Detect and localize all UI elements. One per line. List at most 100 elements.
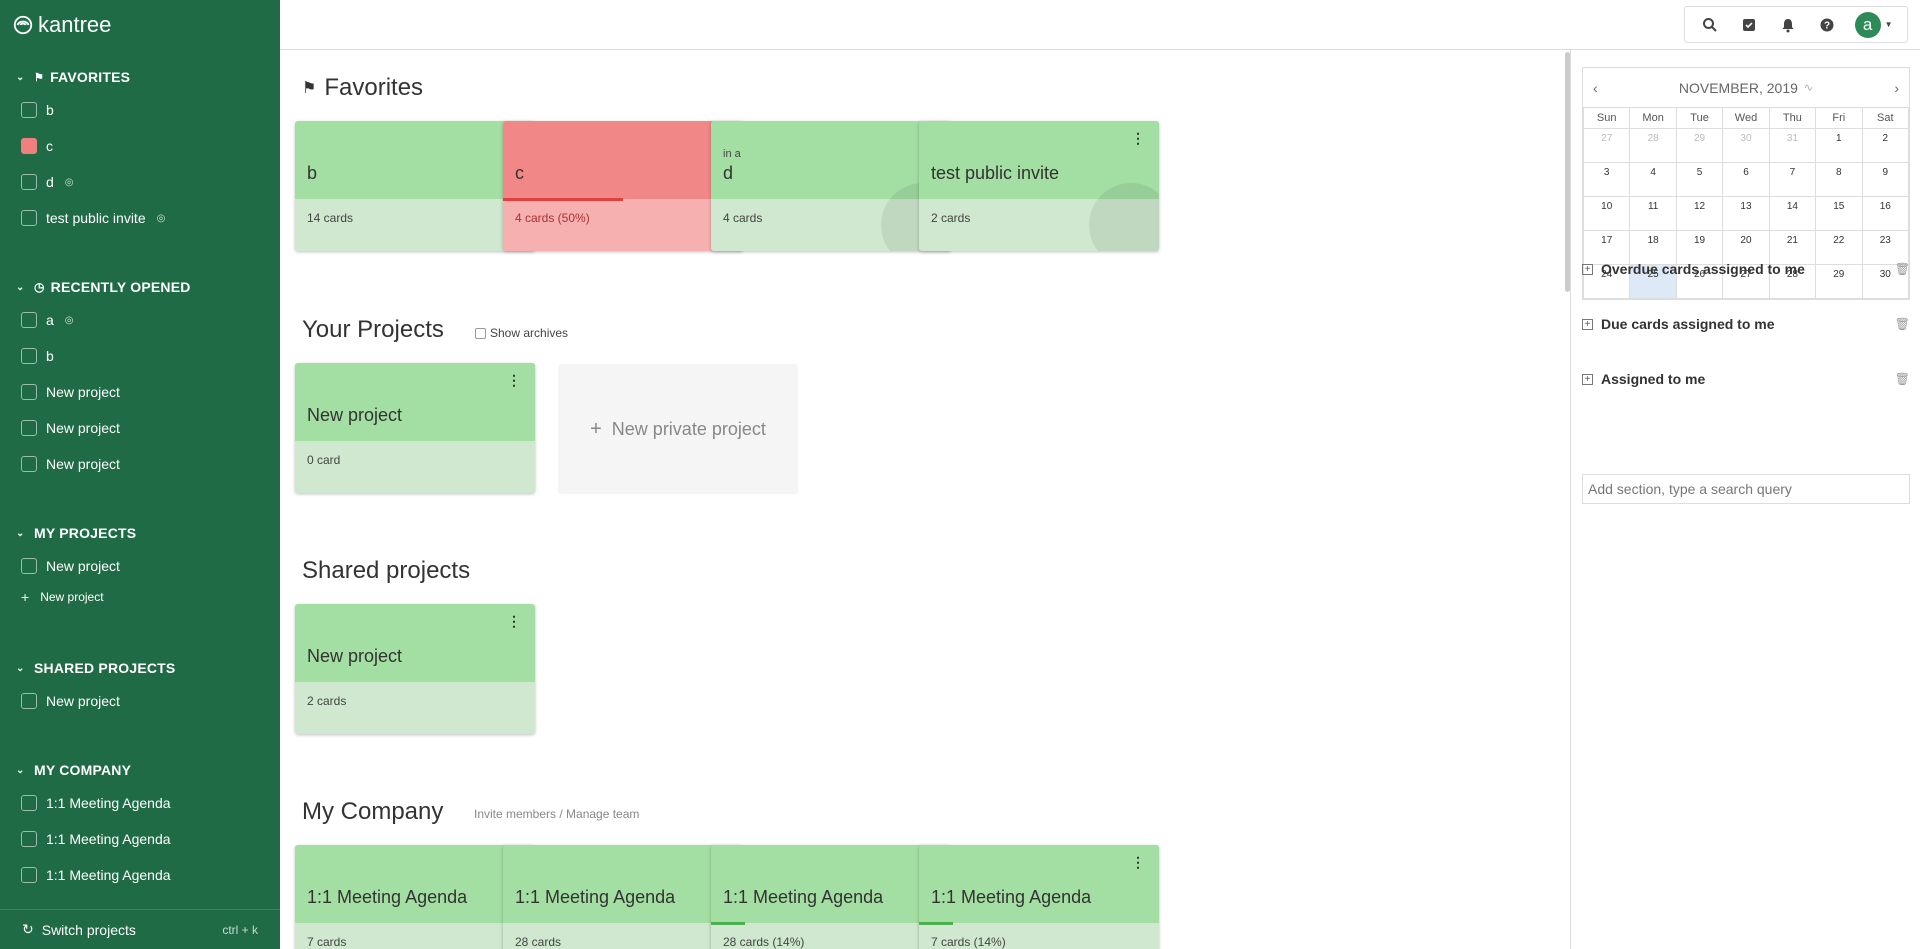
sidebar-item-label: 1:1 Meeting Agenda: [46, 795, 171, 811]
user-menu[interactable]: a ▼: [1854, 11, 1894, 38]
calendar-day[interactable]: 10: [1582, 195, 1631, 231]
calendar-day[interactable]: 25: [1629, 263, 1677, 299]
new-private-project-button[interactable]: + New private project: [558, 364, 798, 494]
calendar-day[interactable]: 30: [1722, 127, 1770, 163]
switch-projects-button[interactable]: ↻ Switch projects ctrl + k: [0, 909, 280, 949]
calendar-day[interactable]: 12: [1675, 195, 1724, 231]
calendar-day[interactable]: 15: [1815, 195, 1863, 231]
expand-icon[interactable]: +: [1582, 263, 1593, 275]
calendar-day[interactable]: 7: [1768, 161, 1817, 197]
sidebar-item[interactable]: a ◎: [0, 302, 280, 338]
card-title: 1:1 Meeting Agenda: [515, 887, 676, 907]
calendar-day[interactable]: 5: [1675, 161, 1724, 197]
calendar-day[interactable]: 27: [1722, 263, 1770, 299]
calendar-day[interactable]: 14: [1768, 195, 1817, 231]
favorites-header[interactable]: ⌄ ⚑ FAVORITES: [0, 62, 280, 92]
kebab-menu-icon[interactable]: ⋮: [1131, 130, 1145, 146]
trash-icon[interactable]: 🗑: [1894, 372, 1910, 386]
sidebar-item[interactable]: 1:1 Meeting Agenda: [0, 821, 280, 857]
sidebar-new-project-button[interactable]: + New project: [0, 584, 280, 610]
chevron-left-icon[interactable]: ‹: [1593, 79, 1598, 96]
calendar-day[interactable]: 8: [1815, 161, 1863, 197]
sidebar-item[interactable]: New project: [0, 410, 280, 446]
project-card[interactable]: c4 cards (50%)⋮: [503, 121, 743, 251]
calendar-day[interactable]: 29: [1675, 127, 1724, 163]
shared-section: ⌄ SHARED PROJECTS New project: [0, 653, 280, 719]
add-section-input[interactable]: [1582, 474, 1910, 504]
sidebar-item-label: 1:1 Meeting Agenda: [46, 867, 171, 883]
checkbox-icon[interactable]: [1737, 13, 1761, 37]
card-title: 1:1 Meeting Agenda: [931, 887, 1092, 907]
company-header[interactable]: ⌄ MY COMPANY: [0, 755, 280, 785]
my-projects-label: MY PROJECTS: [34, 525, 137, 541]
sidebar-item[interactable]: 1:1 Meeting Agenda: [0, 857, 280, 893]
project-color-swatch: [21, 384, 37, 400]
sidebar-item[interactable]: 1:1 Meeting Agenda: [0, 785, 280, 821]
calendar-day[interactable]: 2: [1861, 127, 1910, 163]
calendar-day[interactable]: 28: [1629, 127, 1677, 163]
show-archives-checkbox[interactable]: Show archives: [475, 326, 568, 340]
expand-icon[interactable]: +: [1582, 318, 1593, 330]
calendar-day[interactable]: 4: [1629, 161, 1677, 197]
expand-icon[interactable]: +: [1582, 373, 1593, 385]
trash-icon[interactable]: 🗑: [1894, 262, 1910, 276]
sidebar-item[interactable]: New project: [0, 374, 280, 410]
dashboard-section[interactable]: + Assigned to me 🗑: [1582, 365, 1910, 393]
calendar-day[interactable]: 27: [1582, 127, 1631, 163]
sidebar-item[interactable]: c: [0, 128, 280, 164]
calendar-day[interactable]: 11: [1629, 195, 1677, 231]
project-card[interactable]: 1:1 Meeting Agenda 7 cards (14%) ⋮: [919, 845, 1159, 949]
favorites-section: ⌄ ⚑ FAVORITES b c d ◎ test public invite ◎: [0, 62, 280, 236]
project-card[interactable]: test public invite 2 cards ⋮: [919, 121, 1159, 251]
caret-down-icon: ▼: [1884, 20, 1893, 29]
calendar-day[interactable]: 6: [1722, 161, 1770, 197]
app-logo[interactable]: kantree: [12, 12, 111, 38]
card-header: [295, 845, 535, 923]
recent-header[interactable]: ⌄ ◷ RECENTLY OPENED: [0, 272, 280, 302]
bell-icon[interactable]: [1776, 13, 1800, 37]
project-card[interactable]: New project 2 cards ⋮: [295, 604, 535, 734]
manage-team-link[interactable]: Invite members / Manage team: [474, 807, 640, 821]
calendar-day[interactable]: 9: [1861, 161, 1910, 197]
dashboard-section[interactable]: + Due cards assigned to me 🗑: [1582, 310, 1910, 338]
kebab-menu-icon[interactable]: ⋮: [507, 372, 521, 388]
sidebar-item[interactable]: b: [0, 92, 280, 128]
kebab-menu-icon[interactable]: ⋮: [1131, 854, 1145, 870]
card-parent: in a: [723, 148, 741, 160]
calendar-day[interactable]: 13: [1722, 195, 1770, 231]
sidebar-item[interactable]: b: [0, 338, 280, 374]
help-icon[interactable]: ?: [1815, 13, 1839, 37]
shared-header[interactable]: ⌄ SHARED PROJECTS: [0, 653, 280, 683]
dashboard-section[interactable]: + Overdue cards assigned to me 🗑: [1582, 255, 1910, 283]
project-card[interactable]: New project 0 card ⋮: [295, 363, 535, 493]
calendar-day[interactable]: 26: [1675, 263, 1724, 299]
trash-icon[interactable]: 🗑: [1894, 317, 1910, 331]
project-card[interactable]: b14 cards⋮: [295, 121, 535, 251]
calendar-day[interactable]: 17: [1582, 229, 1631, 265]
scrollbar[interactable]: [1565, 52, 1570, 292]
calendar-day[interactable]: 31: [1768, 127, 1817, 163]
my-projects-header[interactable]: ⌄ MY PROJECTS: [0, 518, 280, 548]
calendar-day[interactable]: 16: [1861, 195, 1910, 231]
sidebar-item[interactable]: New project: [0, 446, 280, 482]
calendar-day[interactable]: 29: [1815, 263, 1863, 299]
plus-icon: +: [590, 417, 602, 440]
kebab-menu-icon[interactable]: ⋮: [507, 613, 521, 629]
calendar-day[interactable]: 1: [1815, 127, 1863, 163]
search-icon[interactable]: [1698, 13, 1722, 37]
sidebar-item[interactable]: New project: [0, 548, 280, 584]
calendar-day[interactable]: 30: [1861, 263, 1910, 299]
calendar-day[interactable]: 3: [1582, 161, 1631, 197]
rss-icon[interactable]: ∿: [1803, 82, 1814, 94]
sidebar-item[interactable]: test public invite ◎: [0, 200, 280, 236]
sidebar-item[interactable]: d ◎: [0, 164, 280, 200]
globe-icon: ◎: [64, 314, 74, 326]
chevron-right-icon[interactable]: ›: [1894, 79, 1899, 96]
calendar-day[interactable]: 23: [1861, 229, 1910, 265]
section-label: Due cards assigned to me: [1601, 316, 1775, 332]
project-card[interactable]: in ad4 cards⋮: [711, 121, 951, 251]
sidebar-item[interactable]: New project: [0, 683, 280, 719]
